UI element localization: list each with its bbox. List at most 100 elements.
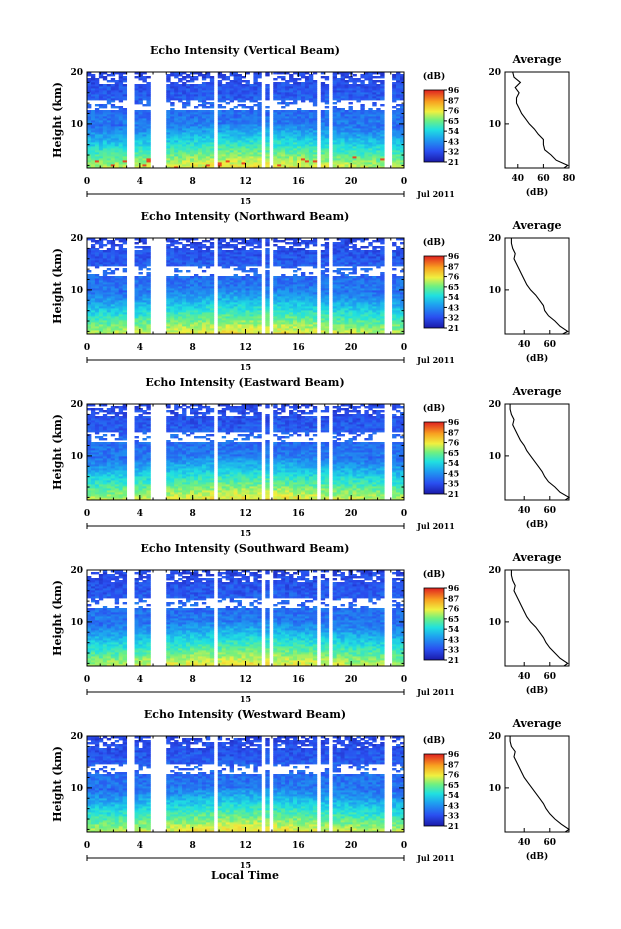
heatmap-cell: [241, 322, 246, 325]
heatmap-cell: [380, 158, 385, 161]
heatmap-cell: [102, 158, 108, 161]
heatmap-cell: [304, 302, 310, 305]
heatmap-cell: [166, 298, 171, 301]
heatmap-cell: [170, 300, 175, 303]
heatmap-cell: [221, 300, 227, 303]
heatmap-cell: [118, 136, 124, 139]
heatmap-cell: [336, 98, 341, 101]
heatmap-cell: [376, 84, 381, 87]
heatmap-cell: [221, 130, 227, 133]
heatmap-cell: [217, 144, 223, 147]
heatmap-cell: [372, 158, 377, 161]
heatmap-cell: [102, 148, 108, 151]
heatmap-cell: [225, 128, 231, 131]
heatmap-cell: [257, 286, 262, 289]
heatmap-cell: [300, 114, 306, 117]
heatmap-cell: [114, 250, 120, 253]
heatmap-cell: [253, 136, 258, 139]
heatmap-cell: [281, 286, 286, 289]
heatmap-cell: [245, 260, 250, 263]
heatmap-cell: [146, 110, 151, 113]
heatmap-cell: [209, 160, 215, 163]
heatmap-cell: [225, 138, 231, 141]
heatmap-cell: [201, 88, 207, 91]
heatmap-cell: [332, 114, 338, 117]
heatmap-cell: [166, 150, 171, 153]
heatmap-cell: [241, 136, 246, 139]
heatmap-cell: [249, 154, 254, 157]
heatmap-cell: [197, 320, 203, 323]
heatmap-cell: [356, 80, 361, 83]
heatmap-cell: [205, 332, 211, 335]
heatmap-cell: [221, 156, 227, 159]
heatmap-cell: [110, 320, 116, 323]
heatmap-cell: [217, 128, 223, 131]
heatmap-cell: [209, 280, 215, 283]
heatmap-cell: [312, 152, 318, 155]
heatmap-cell: [170, 312, 175, 315]
heatmap-cell: [146, 160, 151, 163]
heatmap-cell: [205, 296, 211, 299]
heatmap-cell: [297, 260, 302, 263]
heatmap-cell: [257, 238, 262, 241]
heatmap-cell: [134, 278, 139, 281]
heatmap-cell: [102, 282, 108, 285]
heatmap-cell: [102, 112, 108, 115]
heatmap-cell: [376, 136, 381, 139]
heatmap-cell: [114, 110, 120, 113]
heatmap-cell: [201, 276, 207, 279]
heatmap-cell: [102, 96, 108, 99]
heatmap-cell: [221, 240, 227, 243]
heatmap-cell: [94, 96, 100, 99]
colorbar-tick-label: 54: [448, 126, 460, 136]
heatmap-cell: [106, 86, 112, 89]
heatmap-cell: [336, 82, 341, 85]
heatmap-cell: [182, 310, 187, 313]
heatmap-cell: [281, 252, 286, 255]
heatmap-cell: [90, 320, 96, 323]
heatmap-cell: [304, 294, 310, 297]
heatmap-cell: [87, 280, 92, 283]
heatmap-cell: [118, 144, 124, 147]
heatmap-cell: [110, 298, 116, 301]
heatmap-cell: [308, 140, 314, 143]
heatmap-cell: [368, 118, 373, 121]
heatmap-cell: [368, 150, 373, 153]
heatmap-cell: [368, 108, 373, 111]
heatmap-cell: [118, 240, 124, 243]
heatmap-cell: [400, 76, 405, 79]
heatmap-cell: [285, 252, 290, 255]
heatmap-cell: [193, 280, 199, 283]
heatmap-cell: [90, 94, 96, 97]
heatmap-cell: [241, 328, 246, 331]
heatmap-cell: [146, 114, 151, 117]
heatmap-cell: [324, 88, 330, 91]
heatmap-cell: [174, 246, 179, 249]
heatmap-cell: [182, 258, 187, 261]
heatmap-cell: [285, 110, 290, 113]
heatmap-cell: [178, 324, 183, 327]
heatmap-cell: [257, 94, 262, 97]
heatmap-cell: [190, 110, 195, 113]
heatmap-cell: [170, 120, 175, 123]
heatmap-cell: [277, 240, 282, 243]
heatmap-cell: [241, 248, 246, 251]
heatmap-cell: [193, 88, 199, 91]
heatmap-cell: [87, 146, 92, 149]
heatmap-cell: [106, 276, 112, 279]
heatmap-cell: [253, 276, 258, 279]
heatmap-cell: [87, 124, 92, 127]
heatmap-cell: [193, 122, 199, 125]
heatmap-cell: [174, 164, 179, 167]
heatmap-cell: [273, 306, 278, 309]
heatmap-cell: [174, 152, 179, 155]
heatmap-cell: [94, 254, 100, 257]
heatmap-cell: [186, 90, 191, 93]
heatmap-cell: [360, 136, 365, 139]
heatmap-cell: [209, 120, 215, 123]
heatmap-cell: [197, 300, 203, 303]
heatmap-cell: [281, 144, 286, 147]
heatmap-cell: [190, 90, 195, 93]
heatmap-cell: [102, 116, 108, 119]
heatmap-cell: [142, 124, 147, 127]
